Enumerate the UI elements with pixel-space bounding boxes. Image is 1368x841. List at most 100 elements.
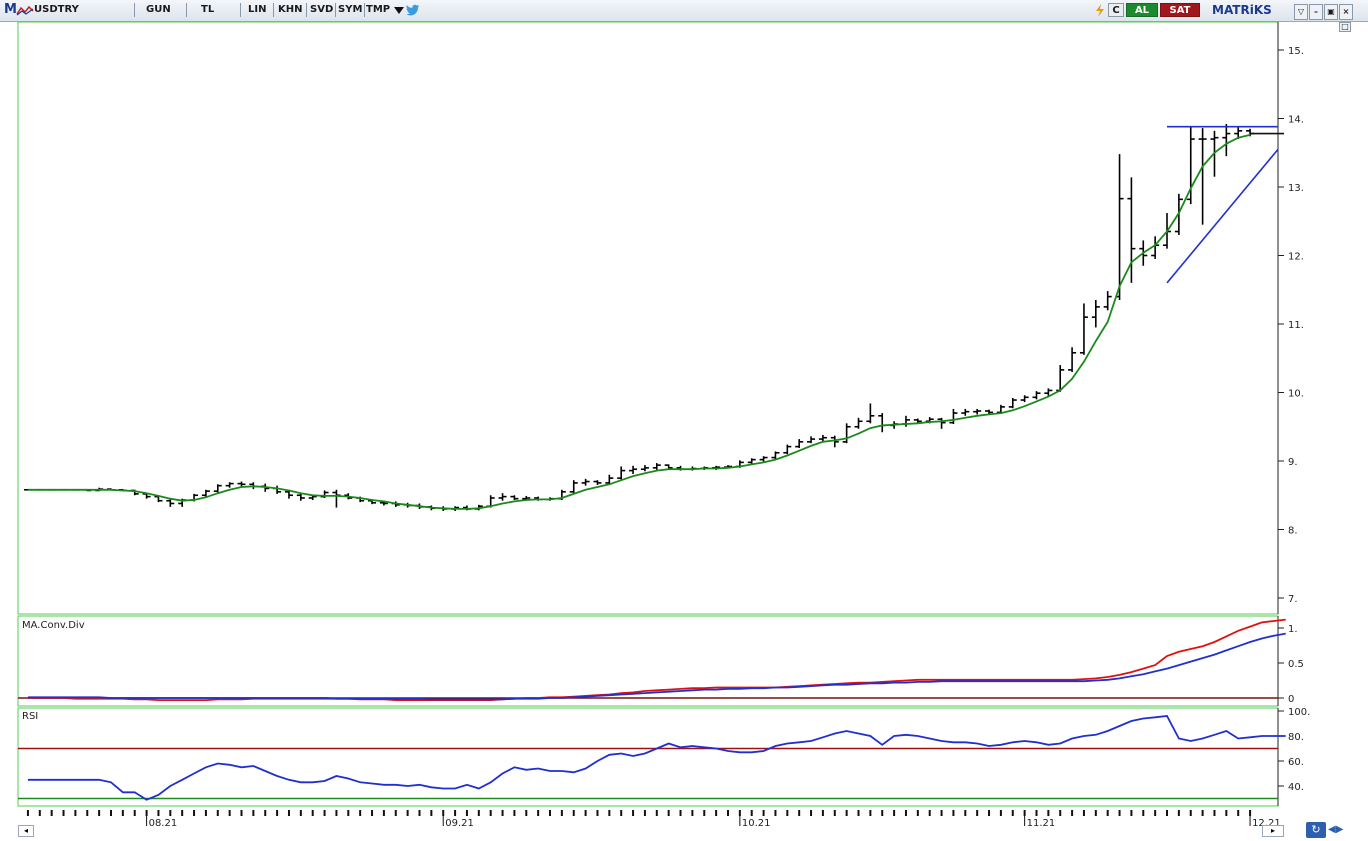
support-trendline <box>1166 148 1279 284</box>
time-axis: 08.21 09.21 10.21 11.21 12.21 <box>26 810 1281 829</box>
macd-panel: 1. 0.5 0 <box>17 615 1304 707</box>
ohlc-bar <box>807 436 816 444</box>
ohlc-bar <box>1127 177 1136 283</box>
price-tick-label: 13. <box>1288 183 1304 194</box>
panel-toggle-icon[interactable]: □ <box>1339 22 1351 32</box>
bottom-bar: ◂ ▸ ↻ ◀▶ <box>0 821 1368 841</box>
ohlc-bar <box>854 417 863 429</box>
currency-selector[interactable]: TL <box>201 4 215 15</box>
ohlc-bar <box>652 463 661 470</box>
ohlc-bar <box>225 482 234 488</box>
price-tick-label: 10. <box>1288 389 1304 400</box>
ohlc-bar <box>617 466 626 480</box>
scroll-left-button[interactable]: ◂ <box>18 825 34 837</box>
macd-tick-label: 0 <box>1288 694 1294 705</box>
ohlc-bar <box>1103 291 1112 311</box>
svd-button[interactable]: SVD <box>310 4 334 15</box>
ohlc-bar <box>581 478 590 486</box>
khn-button[interactable]: KHN <box>278 4 303 15</box>
month-tick-label: 10.21 <box>742 818 771 829</box>
chart-toolbar: M USDTRY GUN TL LIN KHN SVD SYM TMP C AL… <box>0 0 1368 32</box>
refresh-icon[interactable]: ↻ <box>1306 822 1326 838</box>
restore-icon[interactable]: ▣ <box>1324 4 1338 20</box>
ohlc-bar <box>830 435 839 448</box>
ohlc-bar <box>747 458 756 465</box>
ohlc-bar <box>1032 391 1041 400</box>
rsi-panel: 100. 80. 60. 40. <box>17 707 1310 807</box>
close-icon[interactable]: × <box>1339 4 1353 20</box>
ohlc-bar <box>818 434 827 442</box>
period-selector[interactable]: GUN <box>146 4 171 15</box>
rsi-tick-label: 80. <box>1288 732 1304 743</box>
price-tick-label: 8. <box>1288 526 1298 537</box>
rsi-tick-label: 60. <box>1288 757 1304 768</box>
month-tick-label: 12.21 <box>1252 818 1281 829</box>
ohlc-bar <box>1068 347 1077 372</box>
scroll-right-button[interactable]: ▸ <box>1262 825 1284 837</box>
ohlc-bar <box>783 444 792 455</box>
ohlc-bar <box>795 439 804 448</box>
ohlc-bar <box>866 403 875 424</box>
minimize-icon[interactable]: – <box>1309 4 1323 20</box>
brand-label: MATRiKS <box>1212 3 1272 17</box>
ohlc-bar <box>629 465 638 475</box>
ohlc-bar <box>961 408 970 416</box>
ohlc-bar <box>1020 395 1029 403</box>
month-tick-label: 11.21 <box>1027 818 1056 829</box>
macd-tick-label: 1. <box>1288 624 1298 635</box>
ohlc-bar <box>605 474 614 485</box>
ohlc-bar <box>1222 123 1231 157</box>
ohlc-bar <box>1186 126 1195 205</box>
matriks-logo: M <box>4 2 17 17</box>
lightning-icon[interactable] <box>1095 4 1105 18</box>
twitter-icon[interactable] <box>406 4 420 18</box>
macd-panel-title: MA.Conv.Div <box>22 620 85 631</box>
rsi-tick-label: 100. <box>1288 707 1310 718</box>
macd-tick-label: 0.5 <box>1288 659 1304 670</box>
macd-line <box>27 632 1286 701</box>
ohlc-bar <box>973 408 982 415</box>
ohlc-bar <box>759 456 768 462</box>
ohlc-bar <box>1044 388 1053 396</box>
price-panel-frame <box>17 21 1279 615</box>
price-tick-label: 9. <box>1288 457 1298 468</box>
ohlc-bar <box>1079 303 1088 355</box>
c-button[interactable]: C <box>1108 3 1124 17</box>
buy-button[interactable]: AL <box>1126 3 1158 17</box>
month-tick-label: 09.21 <box>445 818 474 829</box>
ohlc-bar <box>593 480 602 485</box>
month-tick-label: 08.21 <box>149 818 178 829</box>
price-tick-label: 15. <box>1288 46 1304 57</box>
line-chart-button[interactable]: LIN <box>248 4 267 15</box>
ohlc-bar <box>166 499 175 507</box>
rsi-panel-title: RSI <box>22 711 38 722</box>
symbol-label[interactable]: USDTRY <box>34 4 79 15</box>
ohlc-bar <box>1008 397 1017 409</box>
rsi-panel-frame <box>17 707 1279 807</box>
ohlc-bar <box>498 493 507 501</box>
rsi-line <box>27 715 1286 801</box>
ohlc-bar <box>937 417 946 429</box>
macd-signal-line <box>27 618 1286 701</box>
moving-average-line <box>27 134 1251 510</box>
price-tick-label: 7. <box>1288 594 1298 605</box>
ohlc-bar <box>213 484 222 493</box>
pan-arrows-icon[interactable]: ◀▶ <box>1328 824 1344 835</box>
chart-bars-icon[interactable] <box>16 5 34 19</box>
ohlc-bar <box>296 493 305 501</box>
dropdown-arrow-icon[interactable] <box>394 6 404 20</box>
ohlc-bar <box>201 489 210 497</box>
ohlc-bar <box>771 451 780 459</box>
price-tick-label: 14. <box>1288 115 1304 126</box>
menu-dropdown-icon[interactable]: ▽ <box>1294 4 1308 20</box>
sell-button[interactable]: SAT <box>1160 3 1200 17</box>
ohlc-bar <box>569 480 578 494</box>
price-panel: 15. 14. 13. 12. 11. 10. 9. 8. 7. <box>17 21 1304 615</box>
price-tick-label: 11. <box>1288 320 1304 331</box>
sym-button[interactable]: SYM <box>338 4 363 15</box>
tmp-button[interactable]: TMP <box>366 4 391 15</box>
ohlc-bar <box>842 423 851 444</box>
ohlc-bar <box>640 465 649 472</box>
price-tick-label: 12. <box>1288 252 1304 263</box>
